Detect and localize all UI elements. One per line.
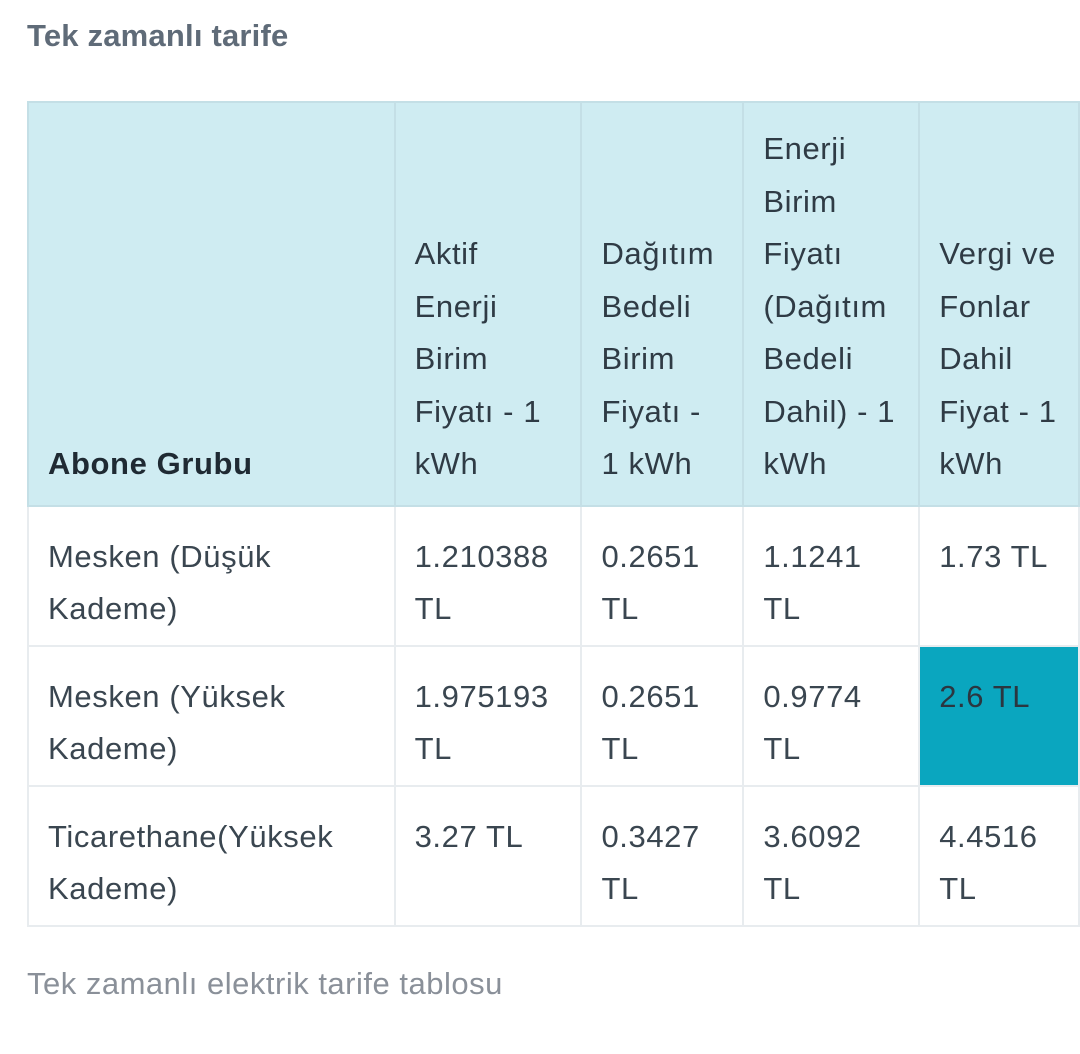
table-header-row: Abone Grubu Aktif Enerji Birim Fiyatı - … <box>27 101 1080 507</box>
tariff-table: Abone Grubu Aktif Enerji Birim Fiyatı - … <box>27 101 1080 927</box>
column-header-active-energy-price: Aktif Enerji Birim Fiyatı - 1 kWh <box>393 101 583 507</box>
table-cell: 3.6092 TL <box>742 784 921 927</box>
table-cell: 1.975193 TL <box>393 644 583 787</box>
table-cell: 0.3427 TL <box>580 784 745 927</box>
table-cell: 1.1241 TL <box>742 504 921 647</box>
table-row: Mesken (Yüksek Kademe) 1.975193 TL 0.265… <box>27 644 1080 787</box>
table-cell: 0.2651 TL <box>580 644 745 787</box>
table-cell: 1.73 TL <box>918 504 1080 647</box>
table-caption: Tek zamanlı elektrik tarife tablosu <box>27 966 503 1001</box>
table-cell-highlighted[interactable]: 2.6 TL <box>918 644 1080 787</box>
table-cell: Mesken (Yüksek Kademe) <box>27 644 396 787</box>
column-header-price-incl-taxes: Vergi ve Fonlar Dahil Fiyat - 1 kWh <box>918 101 1080 507</box>
table-cell: 4.4516 TL <box>918 784 1080 927</box>
table-cell: Mesken (Düşük Kademe) <box>27 504 396 647</box>
section-heading: Tek zamanlı tarife <box>27 18 289 53</box>
column-header-energy-price-incl-distribution: Enerji Birim Fiyatı (Dağıtım Bedeli Dahi… <box>742 101 921 507</box>
table-cell: 0.9774 TL <box>742 644 921 787</box>
table-cell: 1.210388 TL <box>393 504 583 647</box>
table-row: Ticarethane(Yüksek Kademe) 3.27 TL 0.342… <box>27 784 1080 927</box>
column-header-subscriber-group: Abone Grubu <box>27 101 396 507</box>
table-cell: Ticarethane(Yüksek Kademe) <box>27 784 396 927</box>
column-header-distribution-fee: Dağıtım Bedeli Birim Fiyatı - 1 kWh <box>580 101 745 507</box>
table-cell: 0.2651 TL <box>580 504 745 647</box>
table-row: Mesken (Düşük Kademe) 1.210388 TL 0.2651… <box>27 504 1080 647</box>
table-cell: 3.27 TL <box>393 784 583 927</box>
